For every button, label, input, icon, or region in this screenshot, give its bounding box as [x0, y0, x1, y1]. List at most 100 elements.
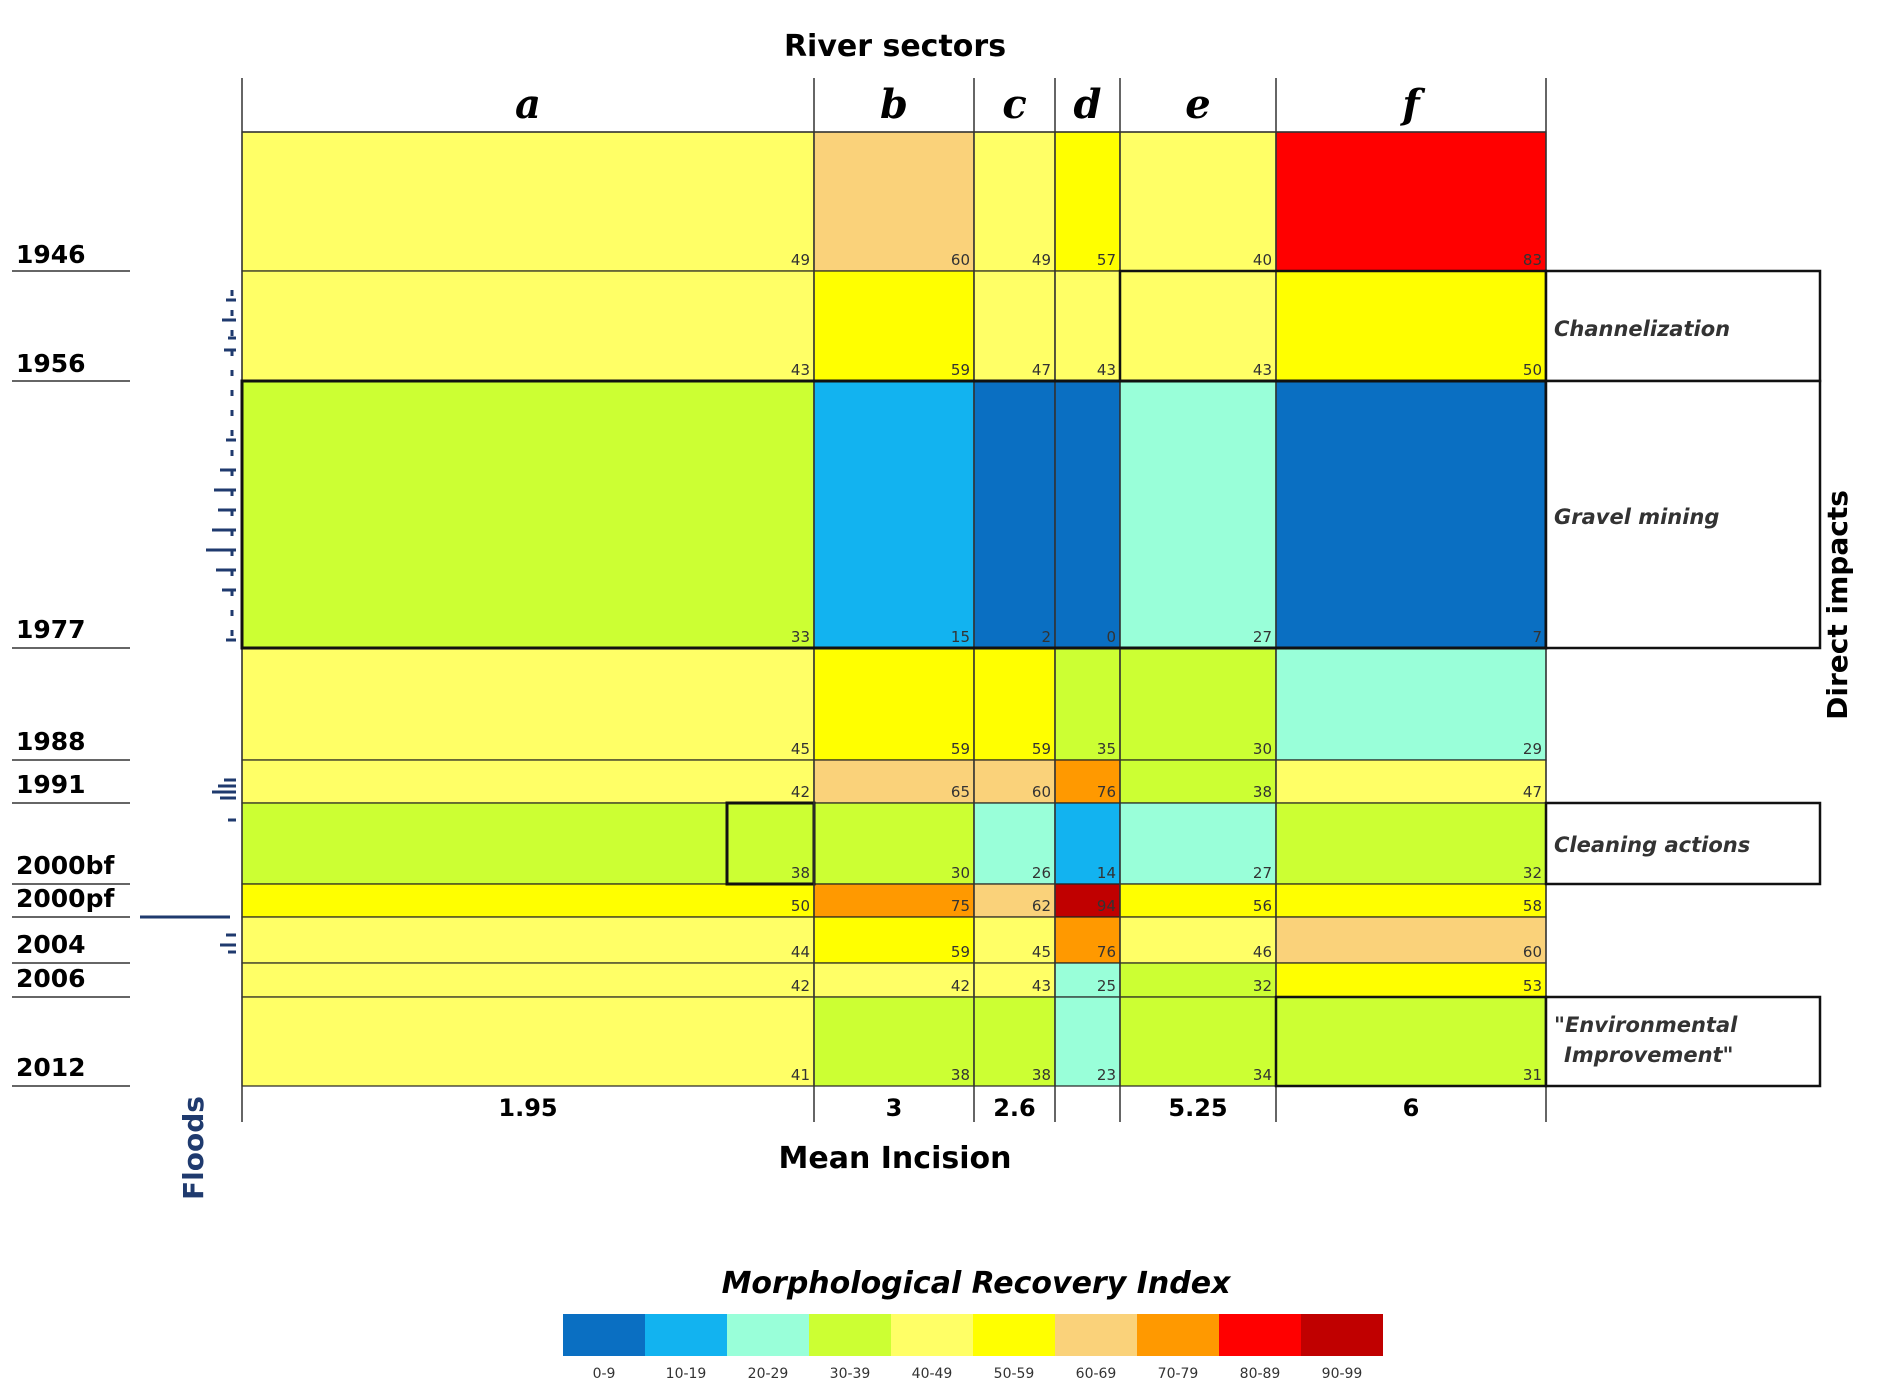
impact-box-3 — [1544, 995, 1822, 1088]
value-label-1946-b: 60 — [951, 251, 970, 269]
value-label-2004-b: 59 — [951, 943, 970, 961]
cell-2012-e — [1119, 996, 1277, 1087]
value-label-1988-b: 59 — [951, 740, 970, 758]
cell-1956-e — [1119, 270, 1277, 382]
value-label-1991-a: 42 — [791, 783, 810, 801]
cell-2004-d — [1054, 916, 1121, 964]
value-label-1977-f: 7 — [1532, 628, 1542, 646]
value-label-1977-b: 15 — [951, 628, 970, 646]
legend-swatch-50-59 — [973, 1314, 1055, 1356]
value-label-2000pf-f: 58 — [1523, 897, 1542, 915]
cell-1977-b — [813, 380, 975, 649]
cell-2012-b — [813, 996, 975, 1087]
sector-label-c: c — [1002, 81, 1026, 128]
legend-swatch-60-69 — [1055, 1314, 1137, 1356]
value-label-2000pf-c: 62 — [1032, 897, 1051, 915]
value-label-2000pf-a: 50 — [791, 897, 810, 915]
year-label-2000pf: 2000pf — [16, 884, 115, 913]
cell-1977-e — [1119, 380, 1277, 649]
value-label-1988-a: 45 — [791, 740, 810, 758]
cell-2000bf-a-cleaning-portion — [725, 801, 816, 886]
value-label-1988-d: 35 — [1097, 740, 1116, 758]
cell-2000pf-b — [813, 883, 975, 918]
value-label-1991-c: 60 — [1032, 783, 1051, 801]
value-label-2006-e: 32 — [1253, 977, 1272, 995]
value-label-1946-f: 83 — [1523, 251, 1542, 269]
cell-2000bf-f — [1275, 802, 1547, 885]
cell-2012-c — [973, 996, 1056, 1087]
floods-axis-label: Floods — [177, 1096, 210, 1200]
year-label-1956: 1956 — [16, 349, 86, 378]
value-label-2006-a: 42 — [791, 977, 810, 995]
value-label-2006-f: 53 — [1523, 977, 1542, 995]
year-label-2004: 2004 — [16, 930, 86, 959]
value-label-2000bf-f: 32 — [1523, 864, 1542, 882]
cell-1977-d — [1054, 380, 1121, 649]
year-label-2006: 2006 — [16, 964, 86, 993]
impact-label-0: Channelization — [1554, 317, 1730, 341]
cell-2012-f — [1275, 996, 1547, 1087]
legend-swatch-10-19 — [645, 1314, 727, 1356]
cell-1956-b — [813, 270, 975, 382]
value-label-2004-f: 60 — [1523, 943, 1542, 961]
cell-1991-c — [973, 759, 1056, 804]
year-label-1946: 1946 — [16, 240, 86, 269]
sector-label-a: a — [515, 81, 541, 128]
cell-2006-a — [241, 962, 815, 998]
legend-swatch-90-99 — [1301, 1314, 1383, 1356]
year-labels: 1946 1956 1977 1988 1991 2000bf 2000pf 2004 2006… — [16, 240, 115, 1082]
impact-label-3: "Environmental Improvement" — [1554, 1013, 1738, 1067]
legend-swatch-0-9 — [563, 1314, 645, 1356]
legend-swatch-40-49 — [891, 1314, 973, 1356]
chart-title: River sectors — [784, 29, 1006, 64]
heatmap-cells — [241, 131, 1547, 1087]
cell-1956-a — [241, 270, 815, 382]
legend-swatch-30-39 — [809, 1314, 891, 1356]
cell-2000pf-c — [973, 883, 1056, 918]
value-label-1991-d: 76 — [1097, 783, 1116, 801]
impact-box-1 — [1544, 379, 1822, 650]
legend-label-0-9: 0-9 — [593, 1366, 616, 1382]
value-label-2004-c: 45 — [1032, 943, 1051, 961]
value-label-1946-a: 49 — [791, 251, 810, 269]
legend-label-30-39: 30-39 — [830, 1366, 871, 1382]
direct-impacts-label: Direct impacts — [1821, 490, 1854, 720]
sector-labels: a b c d e f — [515, 81, 1425, 128]
legend-label-60-69: 60-69 — [1076, 1366, 1117, 1382]
cell-1956-f — [1275, 270, 1547, 382]
legend-label-10-19: 10-19 — [666, 1366, 707, 1382]
value-label-1956-a: 43 — [791, 361, 810, 379]
cell-2004-e — [1119, 916, 1277, 964]
cell-1991-f — [1275, 759, 1547, 804]
value-label-1988-f: 29 — [1523, 740, 1542, 758]
value-label-1977-c: 2 — [1041, 628, 1051, 646]
value-label-2000bf-e: 27 — [1253, 864, 1272, 882]
cell-2000bf-a — [241, 802, 815, 885]
cell-1977-c — [973, 380, 1056, 649]
value-label-1977-d: 0 — [1106, 628, 1116, 646]
legend-label-50-59: 50-59 — [994, 1366, 1035, 1382]
cell-1956-c — [973, 270, 1056, 382]
value-label-1956-c: 47 — [1032, 361, 1051, 379]
cell-2004-c — [973, 916, 1056, 964]
value-label-1956-e: 43 — [1253, 361, 1272, 379]
incision-value-e: 5.25 — [1168, 1094, 1227, 1122]
cell-1988-e — [1119, 647, 1277, 761]
cell-2000bf-d — [1054, 802, 1121, 885]
incision-value-c: 2.6 — [993, 1094, 1036, 1122]
sector-label-d: d — [1074, 81, 1102, 128]
sector-label-f: f — [1399, 81, 1425, 128]
legend-title: Morphological Recovery Index — [722, 1266, 1232, 1301]
cell-1946-f — [1275, 131, 1547, 272]
value-label-1946-d: 57 — [1097, 251, 1116, 269]
value-label-2000bf-d: 14 — [1097, 864, 1116, 882]
legend-label-90-99: 90-99 — [1322, 1366, 1363, 1382]
impact-label-2: Cleaning actions — [1554, 833, 1750, 857]
cell-1977-a — [241, 380, 815, 649]
value-label-1946-c: 49 — [1032, 251, 1051, 269]
value-label-2012-e: 34 — [1253, 1066, 1272, 1084]
value-label-1956-f: 50 — [1523, 361, 1542, 379]
legend-swatch-20-29 — [727, 1314, 809, 1356]
year-label-2000bf: 2000bf — [16, 851, 115, 880]
